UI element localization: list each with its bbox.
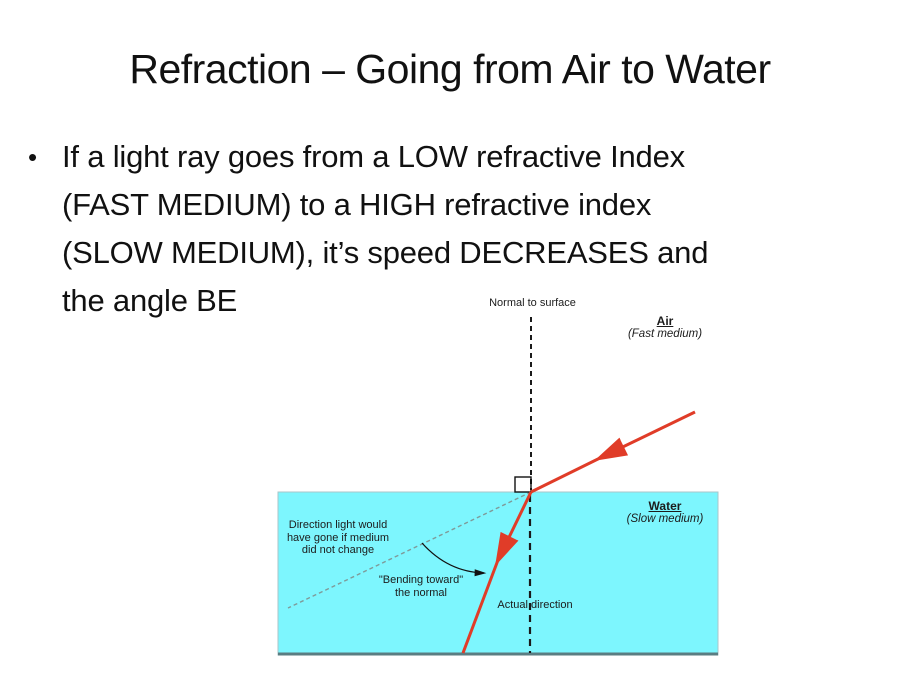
incident-ray xyxy=(594,410,696,461)
ghost-ray xyxy=(287,491,532,609)
direction-note-line-1: Direction light would xyxy=(288,519,388,531)
direction-note: Direction light would have gone if mediu… xyxy=(268,519,408,557)
air-name: Air xyxy=(656,314,674,328)
refracted-ray-tail xyxy=(461,559,500,654)
refracted-ray xyxy=(495,491,533,566)
bullet-marker: • xyxy=(28,142,38,172)
bullet-line-2: (FAST MEDIUM) to a HIGH refractive index xyxy=(62,187,652,222)
bullet-text: If a light ray goes from a LOW refractiv… xyxy=(62,133,708,325)
water-subtitle: (Slow medium) xyxy=(626,512,704,525)
bullet-line-3: (SLOW MEDIUM), it’s speed DECREASES and xyxy=(62,235,709,270)
bullet-line-4: the angle BE xyxy=(62,283,238,318)
air-label: Air (Fast medium) xyxy=(595,315,735,340)
water-label: Water (Slow medium) xyxy=(595,500,735,525)
direction-note-line-2: have gone if medium xyxy=(286,531,390,544)
normal-to-surface-label: Normal to surface xyxy=(489,297,576,309)
slide-title: Refraction – Going from Air to Water xyxy=(129,46,771,92)
refraction-diagram xyxy=(277,317,719,656)
bending-line-1: "Bending toward" xyxy=(378,574,464,586)
direction-note-line-3: did not change xyxy=(301,544,375,556)
incident-ray-tail xyxy=(530,456,601,494)
bending-toward-label: "Bending toward" the normal xyxy=(351,574,491,599)
actual-direction-label: Actual direction xyxy=(497,599,573,611)
right-angle-marker xyxy=(514,476,532,493)
bending-line-2: the normal xyxy=(395,586,447,599)
air-subtitle: (Fast medium) xyxy=(627,327,703,340)
bullet-line-1: If a light ray goes from a LOW refractiv… xyxy=(62,139,685,174)
bullet-item: • If a light ray goes from a LOW refract… xyxy=(28,133,858,325)
annotation-arrow xyxy=(421,542,487,577)
water-name: Water xyxy=(648,499,682,513)
water-rect xyxy=(277,491,719,656)
